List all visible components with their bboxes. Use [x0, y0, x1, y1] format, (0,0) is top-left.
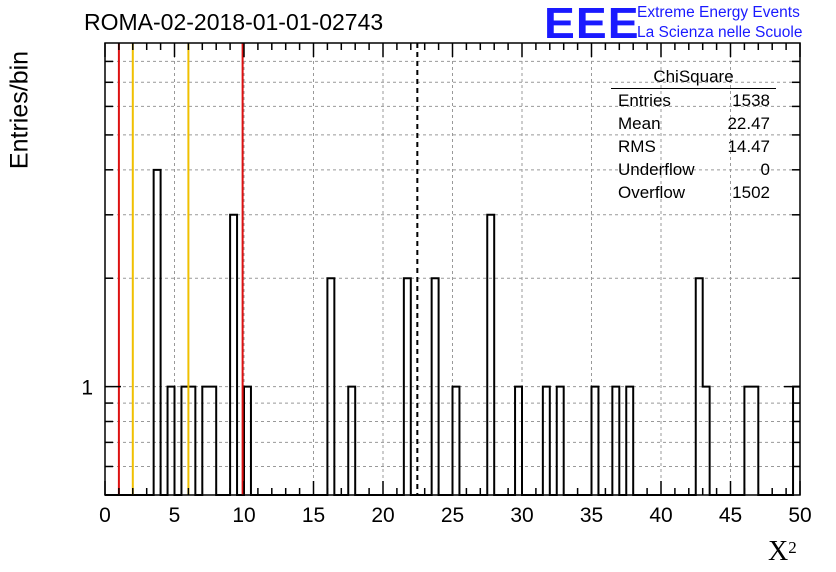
logo-line-2: La Scienza nelle Scuole — [637, 24, 803, 41]
stats-label: RMS — [618, 137, 656, 156]
stats-label: Entries — [618, 91, 671, 110]
x-tick-label: 20 — [371, 504, 394, 527]
stats-box: ChiSquare Entries 1538 Mean 22.47 RMS 14.47… — [611, 66, 776, 204]
x-axis-label: X2 — [768, 536, 797, 568]
stats-value: 1502 — [732, 183, 770, 202]
x-tick-label: 35 — [580, 504, 603, 527]
stats-value: 1538 — [732, 91, 770, 110]
eee-logo: EEE — [544, 0, 640, 48]
x-tick-label: 15 — [302, 504, 325, 527]
x-tick-label: 40 — [649, 504, 672, 527]
stats-value: 14.47 — [727, 137, 770, 156]
stats-value: 0 — [760, 160, 770, 179]
x-tick-label: 30 — [510, 504, 533, 527]
stats-label: Overflow — [618, 183, 686, 202]
stats-label: Mean — [618, 114, 661, 133]
x-tick-label: 45 — [719, 504, 742, 527]
stats-title: ChiSquare — [611, 66, 776, 89]
x-tick-label: 0 — [99, 504, 111, 527]
x-tick-label: 10 — [232, 504, 255, 527]
stats-row: Overflow 1502 — [611, 181, 776, 204]
histogram-bar — [154, 170, 161, 495]
x-tick-label: 5 — [169, 504, 181, 527]
stats-row: RMS 14.47 — [611, 135, 776, 158]
x-tick-label: 25 — [441, 504, 464, 527]
histogram-bar — [487, 215, 494, 495]
stats-label: Underflow — [618, 160, 695, 179]
x-tick-label: 50 — [788, 504, 811, 527]
stats-row: Mean 22.47 — [611, 112, 776, 135]
logo-line-1: Extreme Energy Events — [637, 4, 800, 21]
x-axis-label-superscript: 2 — [788, 538, 797, 557]
stats-row: Entries 1538 — [611, 89, 776, 112]
stats-row: Underflow 0 — [611, 158, 776, 181]
y-tick-label: 1 — [81, 377, 93, 400]
y-axis-label: Entries/bin — [5, 50, 34, 170]
stats-value: 22.47 — [727, 114, 770, 133]
plot-title: ROMA-02-2018-01-01-02743 — [84, 9, 384, 35]
eee-logo-text: Extreme Energy Events La Scienza nelle S… — [637, 3, 802, 43]
histogram-bar — [230, 215, 237, 495]
x-axis-label-base: X — [768, 536, 789, 567]
